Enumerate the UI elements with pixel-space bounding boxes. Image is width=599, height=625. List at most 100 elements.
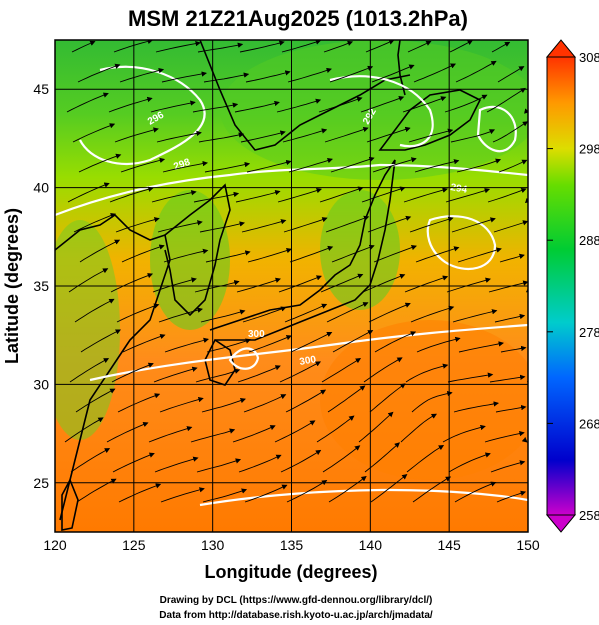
streamline <box>78 153 122 173</box>
streamline <box>456 158 502 173</box>
streamline <box>64 417 104 443</box>
streamline <box>205 250 251 263</box>
streamline <box>247 247 292 263</box>
streamline <box>499 253 525 263</box>
colorbar: 308 298 288 278 268 258 <box>545 39 599 533</box>
streamline <box>192 102 239 113</box>
streamline <box>198 132 245 143</box>
streamline <box>113 40 154 53</box>
streamline <box>329 65 374 83</box>
streamline <box>403 187 448 203</box>
warm-region-east <box>320 320 528 480</box>
streamline <box>77 63 121 83</box>
x-tick-label: 130 <box>201 537 225 553</box>
streamline <box>241 219 287 233</box>
streamline <box>159 396 204 413</box>
contour-label: 300 <box>299 354 318 368</box>
streamline <box>202 488 248 503</box>
streamline <box>151 190 197 203</box>
streamline <box>246 159 292 173</box>
streamline <box>74 298 115 323</box>
streamline <box>201 397 246 413</box>
streamline <box>244 484 288 503</box>
streamline <box>451 217 496 233</box>
streamline <box>400 413 437 443</box>
streamline <box>156 130 202 143</box>
streamline <box>331 244 375 263</box>
streamline <box>364 442 400 473</box>
streamline <box>232 425 276 443</box>
streamline <box>323 40 354 53</box>
streamline <box>285 389 327 413</box>
contour-line <box>426 215 497 271</box>
x-tick-label: 150 <box>516 537 540 553</box>
contour-line <box>199 488 528 507</box>
streamline <box>498 159 528 173</box>
streamline <box>325 215 370 233</box>
streamline <box>200 309 246 323</box>
streamline <box>195 368 241 383</box>
streamline <box>495 404 527 413</box>
contour-line <box>329 75 434 148</box>
streamline <box>240 130 286 143</box>
y-tick-label: 25 <box>33 475 49 491</box>
streamline <box>330 156 375 173</box>
streamline <box>161 71 207 83</box>
streamline <box>157 220 203 233</box>
streamline <box>500 345 527 353</box>
streamline <box>68 268 109 293</box>
streamline <box>358 411 394 443</box>
wind-streamlines <box>64 40 528 503</box>
streamline <box>316 415 355 443</box>
streamline <box>402 96 447 113</box>
contour-label: 300 <box>248 329 265 340</box>
streamline <box>197 42 244 53</box>
streamline <box>289 245 334 263</box>
y-axis-label: Latitude (degrees) <box>2 208 22 364</box>
colorbar-tick-label: 278 <box>579 325 599 340</box>
x-tick-label: 120 <box>43 537 67 553</box>
streamline <box>361 186 406 203</box>
streamline <box>274 420 316 443</box>
streamline <box>322 445 361 473</box>
streamline <box>122 333 166 353</box>
streamline <box>155 40 201 53</box>
streamline <box>164 337 209 353</box>
streamline <box>374 331 417 353</box>
streamline <box>319 186 364 203</box>
streamline <box>367 215 412 233</box>
streamline <box>486 87 526 113</box>
cool-region-north <box>220 40 528 180</box>
contour-line <box>89 323 528 382</box>
x-tick-label: 145 <box>437 537 461 553</box>
streamline <box>79 239 121 263</box>
streamline <box>121 244 165 263</box>
streamline <box>326 302 369 323</box>
y-axis-ticks: 25 30 35 40 45 <box>33 81 49 491</box>
streamline <box>405 363 449 383</box>
streamline <box>332 330 374 353</box>
streamline <box>321 358 362 383</box>
streamline <box>320 273 364 293</box>
streamline <box>245 70 291 83</box>
streamline <box>490 460 526 473</box>
streamline <box>196 458 242 473</box>
y-tick-label: 45 <box>33 81 49 97</box>
colorbar-tick-label: 288 <box>579 233 599 248</box>
streamline <box>286 480 328 503</box>
streamline <box>370 474 408 503</box>
streamline <box>70 448 111 473</box>
streamline <box>412 476 452 503</box>
coastline-russia <box>199 40 411 151</box>
streamline <box>158 307 203 323</box>
streamline <box>163 248 209 263</box>
streamline <box>281 40 322 53</box>
map-plot: 296 298 292 294 300 300 <box>55 40 528 532</box>
streamline <box>276 98 322 113</box>
streamline <box>288 157 333 173</box>
streamline <box>71 40 96 53</box>
streamline <box>237 365 281 383</box>
streamline <box>454 481 497 503</box>
streamline <box>110 273 154 293</box>
